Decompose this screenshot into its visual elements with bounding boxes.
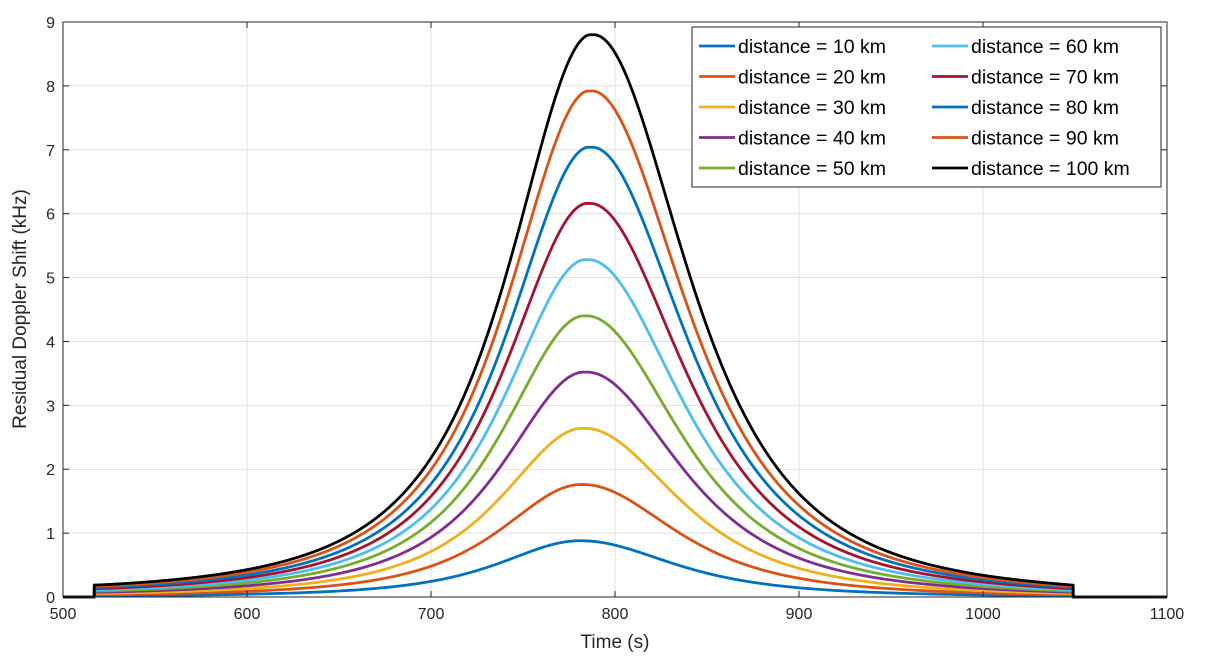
x-tick-label: 1000 bbox=[965, 606, 1001, 623]
legend-label: distance = 20 km bbox=[738, 67, 886, 89]
legend-box bbox=[691, 26, 1162, 188]
legend-label: distance = 30 km bbox=[738, 97, 886, 119]
series-line bbox=[63, 483, 1167, 599]
legend: distance = 10 km distance = 20 km distance… bbox=[691, 26, 1162, 188]
y-tick-label: 0 bbox=[46, 590, 55, 607]
y-tick-label: 3 bbox=[46, 398, 55, 415]
legend-label: distance = 60 km bbox=[971, 36, 1119, 58]
tick-labels: 500 600 700 800 900 1000 1100 0 1 2 3 4 5 6 7 8 9 bbox=[46, 15, 1184, 623]
y-tick-label: 9 bbox=[46, 15, 55, 32]
x-tick-label: 1100 bbox=[1150, 606, 1185, 623]
series-line bbox=[63, 33, 1167, 599]
series-lines bbox=[63, 33, 1167, 599]
legend-label: distance = 80 km bbox=[971, 97, 1119, 119]
series-line bbox=[63, 202, 1167, 599]
ticks bbox=[62, 21, 1168, 598]
x-tick-label: 700 bbox=[418, 606, 445, 623]
series-line bbox=[63, 314, 1167, 599]
series-line bbox=[63, 539, 1167, 599]
legend-label: distance = 50 km bbox=[738, 158, 886, 180]
x-axis-label: Time (s) bbox=[581, 632, 650, 653]
y-tick-label: 2 bbox=[46, 462, 55, 479]
legend-label: distance = 10 km bbox=[738, 36, 886, 58]
y-axis-label: Residual Doppler Shift (kHz) bbox=[10, 189, 31, 429]
series-line bbox=[63, 426, 1167, 599]
x-tick-label: 600 bbox=[234, 606, 261, 623]
series-line bbox=[63, 145, 1167, 599]
x-tick-label: 900 bbox=[786, 606, 813, 623]
legend-label: distance = 40 km bbox=[738, 128, 886, 150]
x-tick-label: 800 bbox=[602, 606, 629, 623]
y-tick-label: 5 bbox=[46, 271, 55, 288]
y-tick-label: 4 bbox=[46, 334, 55, 351]
y-tick-label: 7 bbox=[46, 143, 55, 160]
y-tick-label: 1 bbox=[46, 526, 55, 543]
series-line bbox=[63, 258, 1167, 599]
y-tick-label: 6 bbox=[46, 207, 55, 224]
y-tick-label: 8 bbox=[46, 79, 55, 96]
series-line bbox=[63, 370, 1167, 599]
legend-label: distance = 100 km bbox=[971, 158, 1130, 180]
legend-label: distance = 90 km bbox=[971, 128, 1119, 150]
series-line bbox=[63, 89, 1167, 599]
x-tick-label: 500 bbox=[50, 606, 77, 623]
legend-label: distance = 70 km bbox=[971, 67, 1119, 89]
